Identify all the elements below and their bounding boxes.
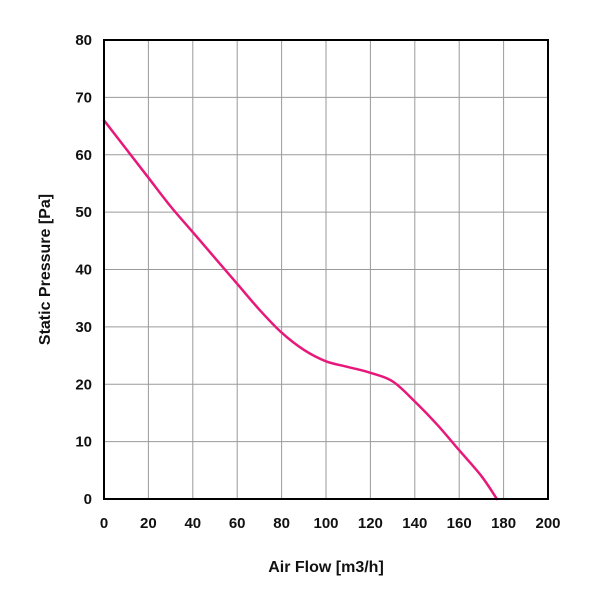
y-tick-label: 50 [75,204,92,221]
x-tick-label: 200 [535,515,560,532]
x-tick-label: 120 [358,515,383,532]
y-tick-label: 0 [84,491,92,508]
y-tick-label: 20 [75,376,92,393]
y-tick-label: 60 [75,147,92,164]
x-tick-label: 100 [313,515,338,532]
x-tick-label: 20 [140,515,157,532]
y-tick-label: 30 [75,319,92,336]
x-tick-label: 60 [229,515,246,532]
x-tick-label: 40 [184,515,201,532]
series-line [102,119,499,501]
y-tick-label: 40 [75,262,92,279]
x-tick-label: 0 [100,515,108,532]
y-tick-label: 10 [75,434,92,451]
x-tick-label: 140 [402,515,427,532]
x-tick-label: 80 [273,515,290,532]
series-layer [102,119,499,501]
x-axis-label: Air Flow [m3/h] [268,559,384,576]
plot-frame [103,39,549,500]
y-tick-label: 70 [75,89,92,106]
grid [103,39,549,500]
x-tick-label: 180 [491,515,516,532]
tick-labels: 0 20 40 60 80 100 120 140 160 180 200 0 10 20 30 40 50 60… [75,32,560,532]
x-tick-label: 160 [447,515,472,532]
y-axis-label: Static Pressure [Pa] [37,194,54,345]
y-tick-label: 80 [75,32,92,49]
